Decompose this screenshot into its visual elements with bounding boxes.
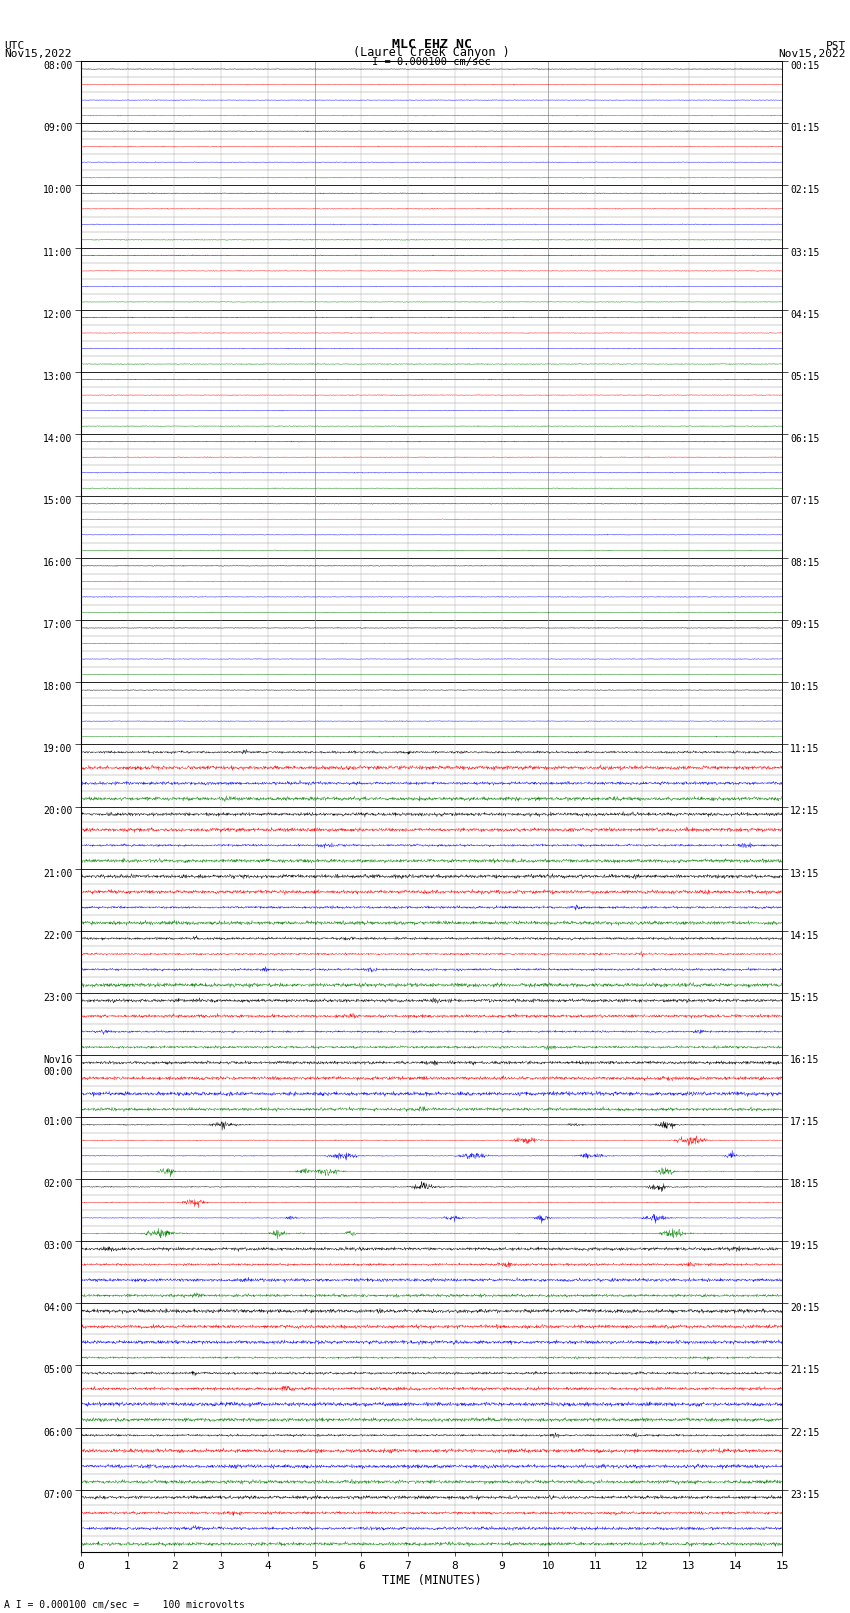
- Text: PST: PST: [825, 40, 846, 50]
- Text: (Laurel Creek Canyon ): (Laurel Creek Canyon ): [354, 45, 510, 58]
- Text: Nov15,2022: Nov15,2022: [4, 48, 71, 58]
- Text: I = 0.000100 cm/sec: I = 0.000100 cm/sec: [372, 56, 491, 66]
- Text: MLC EHZ NC: MLC EHZ NC: [392, 37, 472, 50]
- Text: UTC: UTC: [4, 40, 25, 50]
- Text: A I = 0.000100 cm/sec =    100 microvolts: A I = 0.000100 cm/sec = 100 microvolts: [4, 1600, 245, 1610]
- X-axis label: TIME (MINUTES): TIME (MINUTES): [382, 1574, 481, 1587]
- Text: Nov15,2022: Nov15,2022: [779, 48, 846, 58]
